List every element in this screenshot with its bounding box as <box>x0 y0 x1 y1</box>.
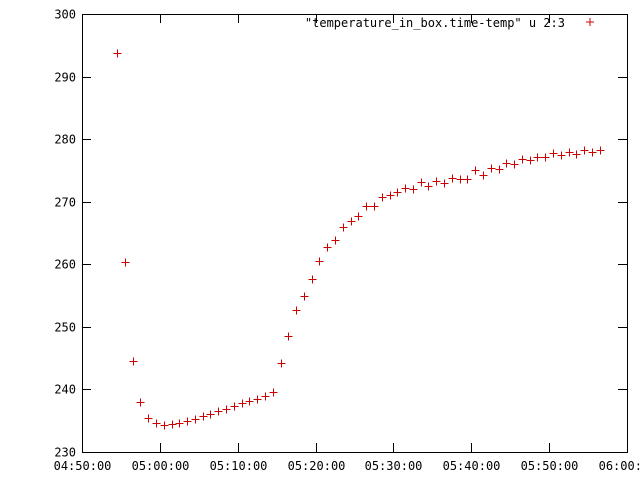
data-point <box>495 165 504 174</box>
data-point <box>354 212 363 221</box>
data-point <box>596 146 605 155</box>
data-point <box>572 150 581 159</box>
data-point <box>253 395 262 404</box>
data-point <box>323 243 332 252</box>
data-point <box>199 412 208 421</box>
axis-tick-labels: 230 240 250 260 270 280 290 300 04:50:00 05:00:00… <box>54 8 640 474</box>
x-tick-label: 06:00:00 <box>599 459 640 473</box>
legend-marker <box>586 18 594 26</box>
data-point <box>370 202 379 211</box>
x-tick-label: 04:50:00 <box>54 459 112 473</box>
data-point <box>214 407 223 416</box>
data-point <box>463 175 472 184</box>
y-tick-label: 250 <box>54 321 76 335</box>
x-tick-label: 05:20:00 <box>288 459 346 473</box>
x-tick-label: 05:40:00 <box>443 459 501 473</box>
plot-frame <box>82 14 628 453</box>
data-point <box>424 182 433 191</box>
data-point <box>510 160 519 169</box>
data-point <box>136 398 145 407</box>
data-point <box>502 159 511 168</box>
y-tick-label: 290 <box>54 71 76 85</box>
y-tick-label: 270 <box>54 196 76 210</box>
data-point <box>479 171 488 180</box>
data-point <box>183 417 192 426</box>
data-point <box>440 179 449 188</box>
data-point <box>245 397 254 406</box>
data-point <box>160 421 169 430</box>
data-point <box>284 332 293 341</box>
data-point <box>347 217 356 226</box>
data-point <box>300 292 309 301</box>
data-point <box>292 306 301 315</box>
data-point <box>222 405 231 414</box>
data-point <box>526 156 535 165</box>
data-point <box>557 151 566 160</box>
data-point <box>152 419 161 428</box>
y-tick-label: 240 <box>54 383 76 397</box>
data-point <box>230 402 239 411</box>
data-point <box>113 49 122 58</box>
legend-label: "temperature_in_box.time-temp" u 2:3 <box>305 16 565 30</box>
y-tick-label: 300 <box>54 8 76 22</box>
data-point <box>378 193 387 202</box>
data-point <box>549 149 558 158</box>
y-tick-label: 260 <box>54 258 76 272</box>
data-point <box>518 155 527 164</box>
x-tick-label: 05:30:00 <box>365 459 423 473</box>
data-point <box>565 148 574 157</box>
data-point <box>191 415 200 424</box>
data-point <box>541 153 550 162</box>
data-point <box>448 174 457 183</box>
data-point <box>308 275 317 284</box>
data-point <box>238 399 247 408</box>
data-point <box>129 357 138 366</box>
y-tick-label: 230 <box>54 446 76 460</box>
data-point <box>339 223 348 232</box>
data-point <box>456 175 465 184</box>
data-point <box>487 164 496 173</box>
data-point <box>331 236 340 245</box>
data-point <box>206 410 215 419</box>
data-point <box>121 258 130 267</box>
data-point <box>588 148 597 157</box>
data-point <box>315 257 324 266</box>
legend: "temperature_in_box.time-temp" u 2:3 <box>305 16 594 30</box>
data-point <box>432 177 441 186</box>
data-point <box>277 359 286 368</box>
data-point <box>471 166 480 175</box>
data-point <box>401 184 410 193</box>
data-point <box>533 153 542 162</box>
data-points <box>113 49 605 430</box>
y-tick-label: 280 <box>54 133 76 147</box>
axis-ticks <box>82 14 628 453</box>
data-point <box>175 419 184 428</box>
data-point <box>580 146 589 155</box>
data-point <box>269 388 278 397</box>
data-point <box>168 420 177 429</box>
data-point <box>362 202 371 211</box>
x-tick-label: 05:50:00 <box>521 459 579 473</box>
data-point <box>409 185 418 194</box>
data-point <box>417 178 426 187</box>
data-point <box>393 188 402 197</box>
data-point <box>261 392 270 401</box>
data-point <box>386 191 395 200</box>
data-point <box>144 414 153 423</box>
x-tick-label: 05:00:00 <box>132 459 190 473</box>
x-tick-label: 05:10:00 <box>210 459 268 473</box>
